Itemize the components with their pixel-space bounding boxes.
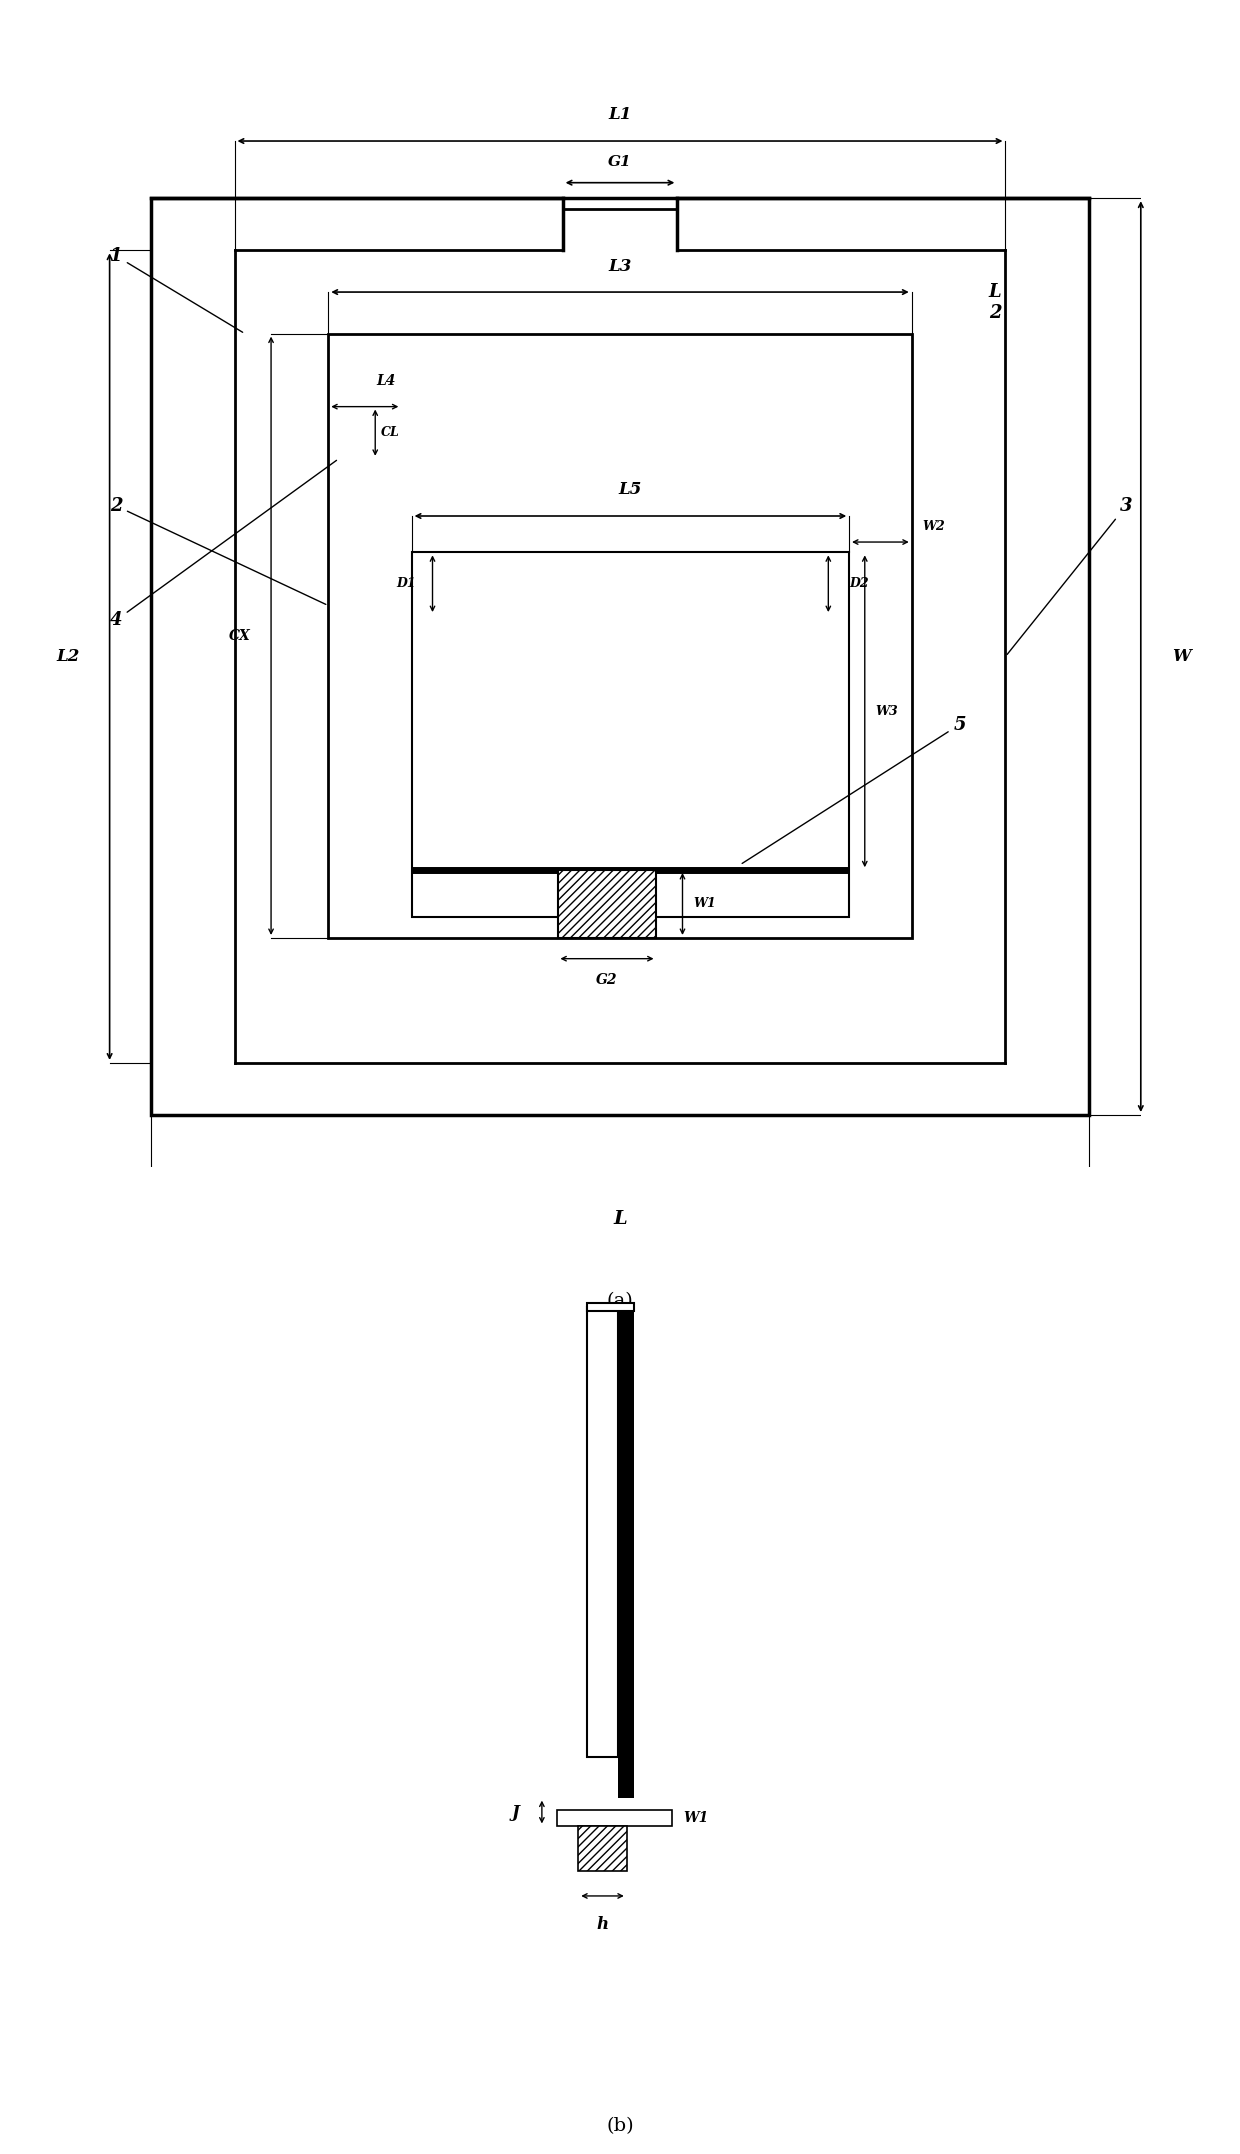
Text: h: h	[596, 1917, 609, 1934]
Text: 1: 1	[109, 248, 243, 332]
Text: W2: W2	[923, 519, 945, 532]
Bar	[557, 1809, 672, 1827]
Text: G2: G2	[596, 971, 618, 987]
Text: W1: W1	[693, 898, 715, 911]
Text: CL: CL	[381, 426, 399, 439]
Text: G1: G1	[608, 155, 632, 168]
Text: W1: W1	[683, 1812, 708, 1824]
Text: W: W	[1172, 648, 1190, 666]
Text: L: L	[613, 1211, 627, 1228]
Bar	[618, 1307, 634, 1799]
Text: L3: L3	[609, 258, 631, 274]
Bar	[329, 334, 911, 937]
Text: L4: L4	[376, 373, 396, 388]
Text: L5: L5	[619, 482, 642, 498]
Bar	[587, 1303, 634, 1310]
Text: 5: 5	[742, 715, 966, 864]
Text: 3: 3	[1007, 498, 1132, 655]
Text: L1: L1	[609, 106, 631, 123]
Text: (a): (a)	[606, 1292, 634, 1310]
Text: L2: L2	[56, 648, 79, 666]
Bar	[412, 551, 849, 918]
Text: D2: D2	[849, 577, 869, 590]
Text: (b): (b)	[606, 2117, 634, 2135]
Text: 2: 2	[109, 498, 326, 605]
Text: 4: 4	[109, 461, 336, 629]
Text: W3: W3	[875, 704, 898, 717]
Text: D1: D1	[397, 577, 417, 590]
Bar	[578, 1827, 626, 1872]
Bar	[151, 198, 1089, 1116]
Text: CX: CX	[229, 629, 250, 642]
Text: L
2: L 2	[988, 282, 1001, 321]
Text: J: J	[512, 1803, 520, 1820]
Bar	[558, 870, 656, 937]
Bar	[587, 1307, 618, 1758]
